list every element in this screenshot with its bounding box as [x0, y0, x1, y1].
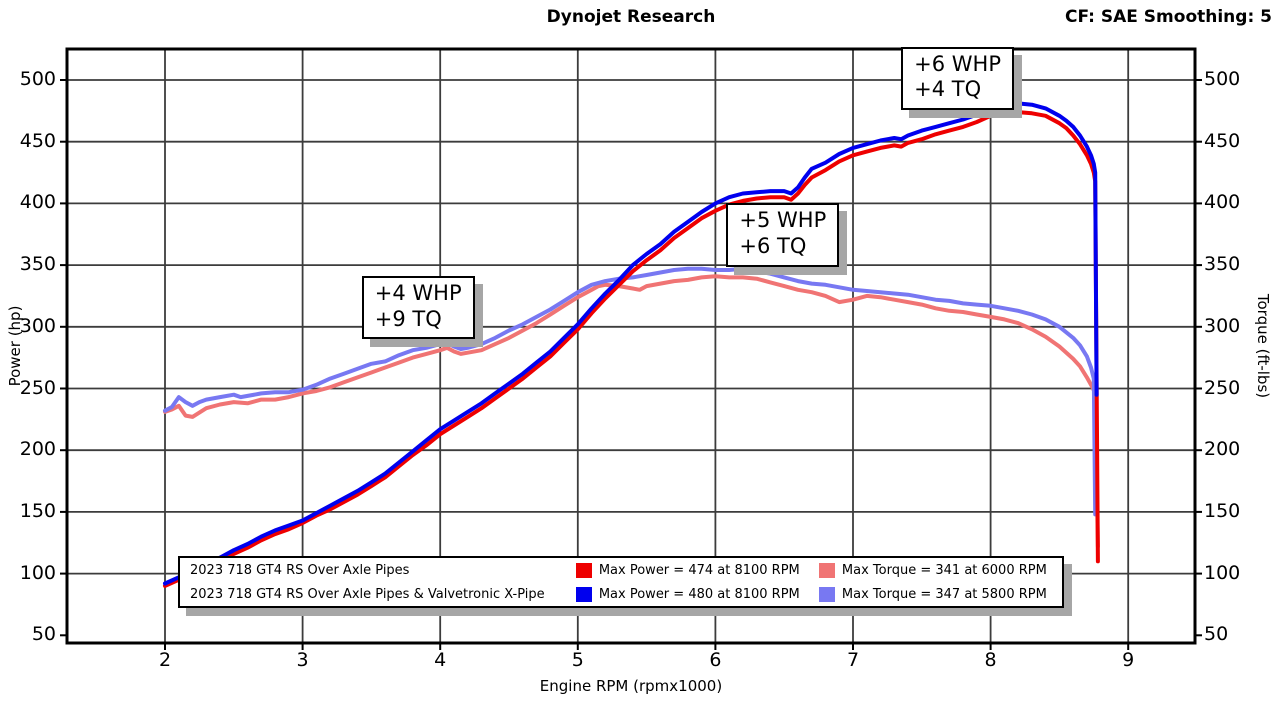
y-tick-label-right: 150 [1204, 499, 1241, 522]
y-tick-label-right: 350 [1204, 253, 1241, 276]
x-tick-label: 7 [846, 649, 860, 671]
y-tick-label-left: 350 [19, 253, 56, 276]
power-xpipe-swatch-icon [575, 586, 592, 602]
x-tick-label: 6 [709, 649, 722, 671]
x-tick-label: 8 [984, 649, 997, 671]
legend-max-power-baseline: Max Power = 474 at 8100 RPM [598, 562, 800, 578]
callout-topmid-gain: +5 WHP +6 TQ [726, 203, 840, 267]
y-tick-label-left: 200 [19, 438, 56, 461]
torque-xpipe-curve [163, 266, 1098, 517]
torque-xpipe-swatch-icon [818, 586, 835, 602]
x-tick-label: 5 [571, 649, 584, 671]
callout-peak-gain: +6 WHP +4 TQ [901, 46, 1015, 110]
plot-border [65, 47, 1197, 645]
y-tick-label-left: 100 [19, 561, 56, 584]
torque-baseline-curve [163, 274, 1100, 549]
legend-max-torque-baseline: Max Torque = 341 at 6000 RPM [841, 562, 1047, 578]
power-baseline-swatch-icon [575, 562, 592, 578]
y-tick-label-right: 50 [1204, 623, 1229, 646]
smoothing-label: CF: SAE Smoothing: 5 [1065, 7, 1272, 27]
power-baseline-curve [163, 110, 1100, 588]
tick-marks [60, 79, 1202, 650]
y-tick-label-right: 200 [1204, 438, 1241, 461]
y-tick-label-left: 150 [19, 499, 56, 522]
callout-midrange-gain: +4 WHP +9 TQ [361, 276, 475, 340]
legend-box: 2023 718 GT4 RS Over Axle Pipes Max Powe… [178, 556, 1064, 608]
y-tick-label-left: 400 [19, 191, 56, 214]
legend-max-power-xpipe: Max Power = 480 at 8100 RPM [598, 586, 800, 602]
legend-row-xpipe: 2023 718 GT4 RS Over Axle Pipes & Valvet… [180, 582, 1062, 606]
y-tick-label-right: 500 [1204, 68, 1241, 90]
y-tick-label-right: 250 [1204, 376, 1241, 399]
y-tick-label-right: 300 [1204, 314, 1241, 337]
chart-title: Dynojet Research [546, 7, 716, 27]
y-tick-label-left: 300 [19, 314, 56, 337]
legend-row-baseline: 2023 718 GT4 RS Over Axle Pipes Max Powe… [180, 558, 1062, 582]
y-tick-label-left: 450 [19, 129, 56, 152]
y-tick-label-right: 450 [1204, 129, 1241, 152]
legend-run-name: 2023 718 GT4 RS Over Axle Pipes & Valvet… [190, 586, 545, 602]
legend-max-torque-xpipe: Max Torque = 347 at 5800 RPM [841, 586, 1047, 602]
grid [67, 49, 1195, 643]
y-tick-label-right: 100 [1204, 561, 1241, 584]
y-tick-label-left: 50 [31, 623, 56, 646]
x-tick-label: 9 [1122, 649, 1135, 671]
x-tick-label: 2 [158, 649, 172, 671]
x-tick-label: 4 [434, 649, 447, 671]
legend-run-name: 2023 718 GT4 RS Over Axle Pipes [190, 562, 410, 578]
y-tick-label-left: 500 [19, 68, 56, 90]
y-axis-label-power: Power (hp) [6, 305, 24, 387]
y-tick-label-right: 400 [1204, 191, 1241, 214]
x-axis-label: Engine RPM (rpmx1000) [539, 677, 723, 695]
x-tick-label: 3 [296, 649, 309, 671]
y-tick-label-left: 250 [19, 376, 56, 399]
curves [163, 101, 1100, 588]
y-axis-label-torque: Torque (ft-lbs) [1254, 293, 1272, 399]
torque-baseline-swatch-icon [818, 562, 835, 578]
